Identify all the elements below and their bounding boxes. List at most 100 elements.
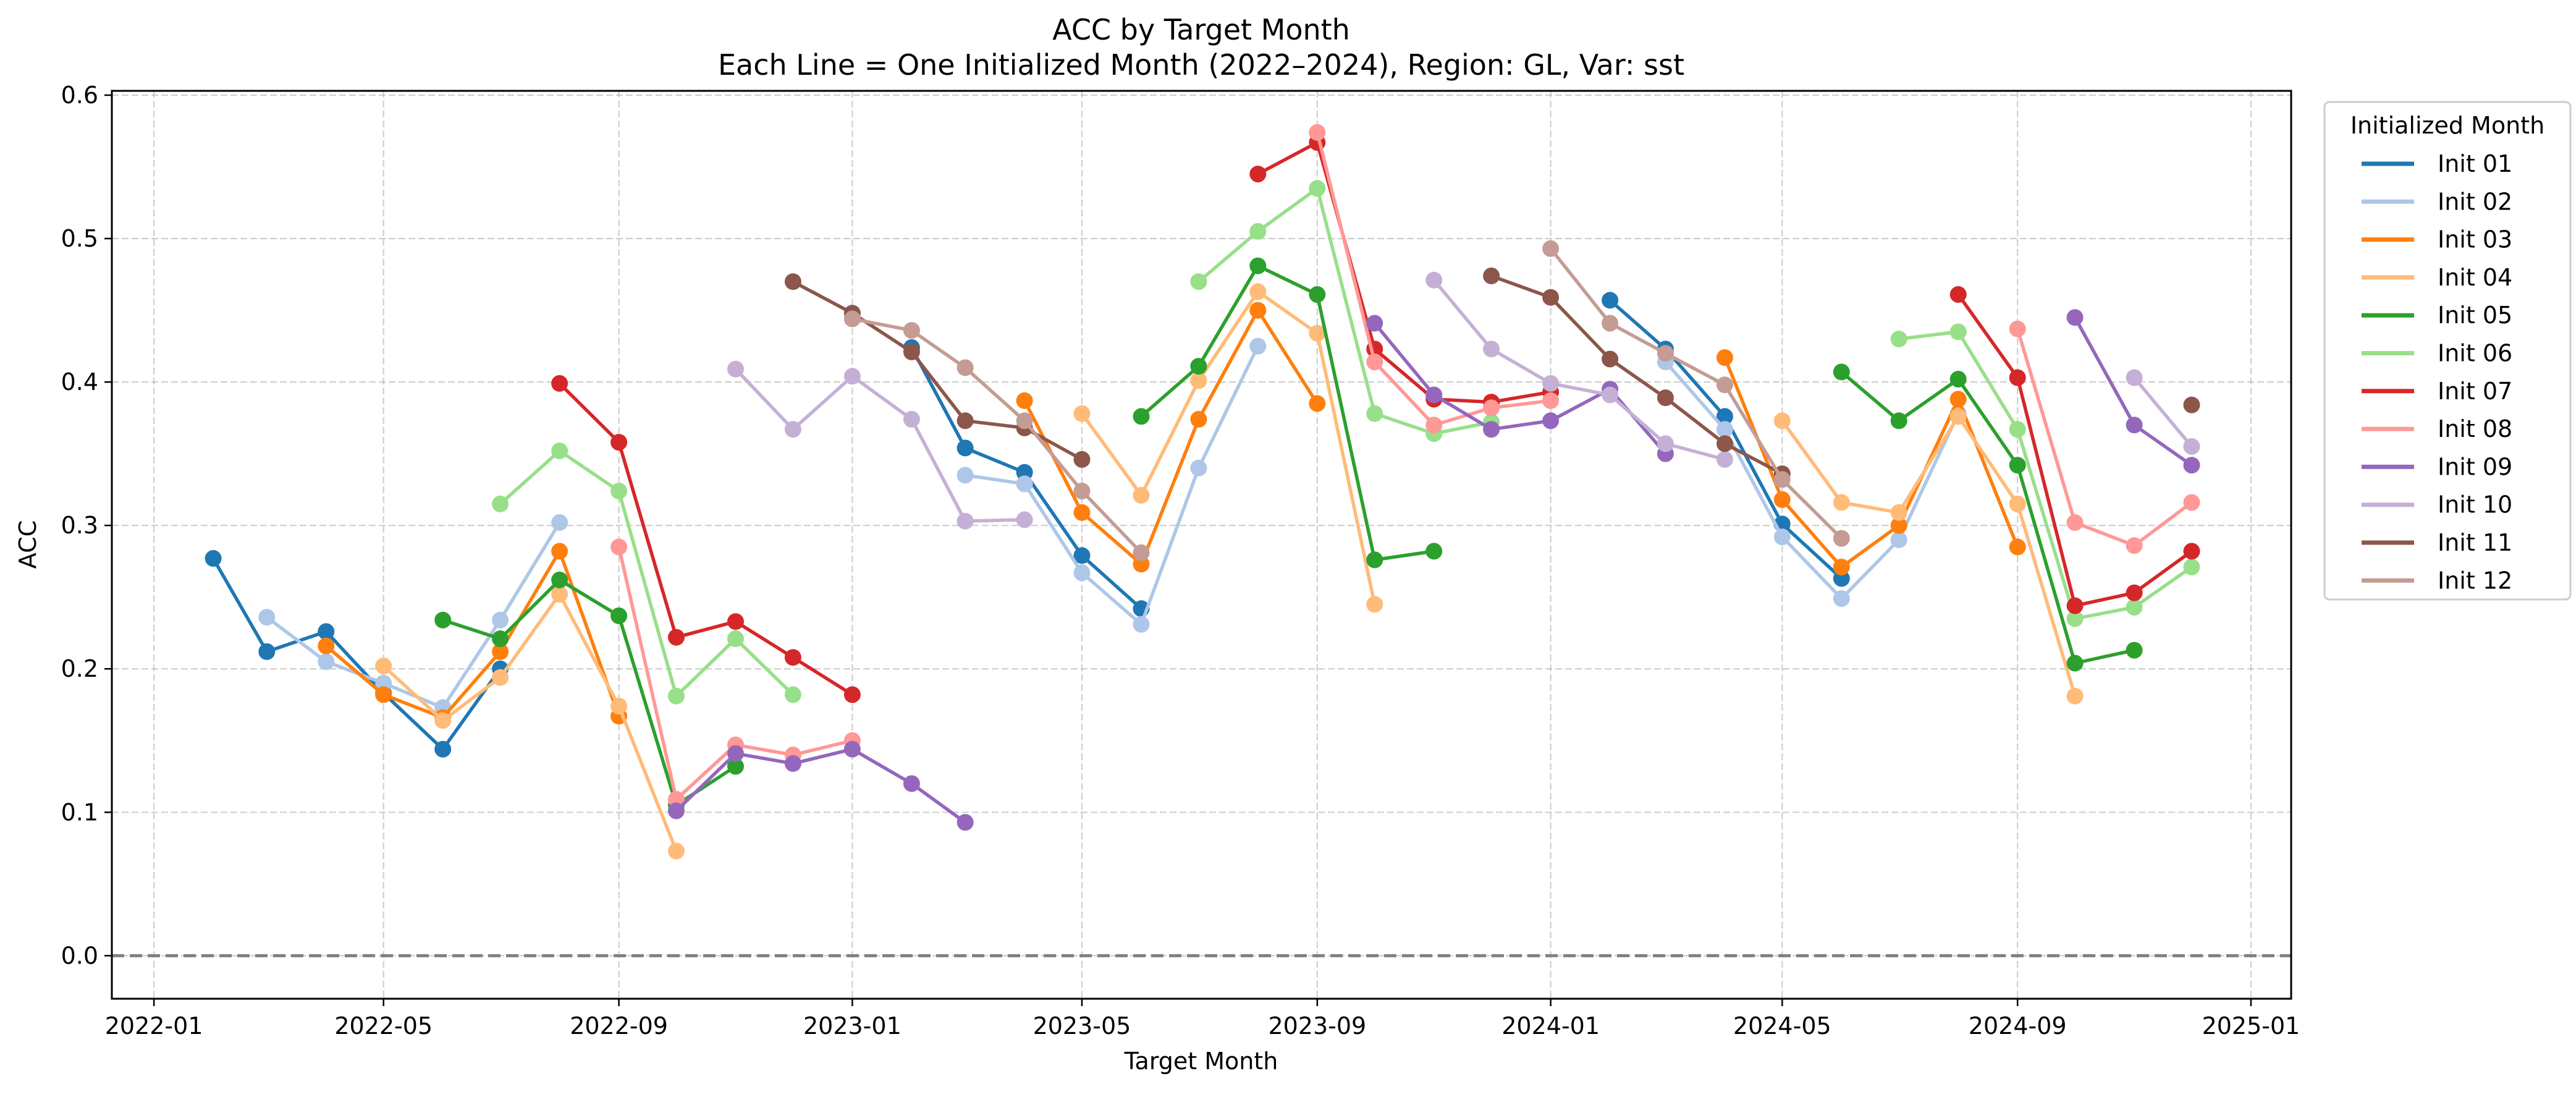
series-init-11	[784, 267, 2200, 483]
data-point	[1890, 531, 1907, 548]
data-point	[1602, 386, 1619, 404]
x-tick-label: 2023-01	[803, 1012, 902, 1040]
series-line	[1723, 355, 2019, 569]
legend-label: Init 01	[2438, 150, 2512, 177]
data-point	[784, 649, 801, 666]
data-point	[1949, 371, 1967, 388]
data-point	[2066, 687, 2084, 705]
series-line	[1897, 330, 2194, 621]
data-point	[2126, 584, 2143, 601]
data-point	[903, 775, 920, 792]
chart-title: ACC by Target Month	[1052, 13, 1350, 46]
data-point	[2126, 599, 2143, 616]
plot-frame	[111, 90, 2292, 1000]
grid-layer	[112, 91, 2291, 999]
data-point	[1833, 570, 1850, 587]
data-point	[2066, 610, 2084, 627]
data-point	[2183, 438, 2200, 455]
legend-label: Init 06	[2438, 340, 2512, 367]
y-tick-label: 0.4	[61, 368, 98, 396]
series-line	[674, 747, 967, 824]
data-point	[1833, 530, 1850, 547]
data-point	[668, 629, 685, 646]
data-point	[1366, 596, 1383, 613]
data-point	[2183, 396, 2200, 413]
y-tick-label: 0.2	[61, 655, 98, 682]
series-line	[1956, 292, 2194, 608]
data-point	[551, 543, 568, 560]
series-init-07	[551, 134, 2200, 703]
data-point	[1542, 392, 1560, 409]
data-point	[956, 439, 974, 457]
series-line	[733, 367, 1026, 523]
data-point	[1483, 341, 1500, 358]
series-line	[1432, 278, 1727, 462]
data-point	[2183, 494, 2200, 511]
data-point	[1425, 543, 1443, 560]
series-line	[1197, 187, 1493, 436]
legend-label: Init 08	[2438, 415, 2512, 443]
y-tick-label: 0.0	[61, 942, 98, 969]
data-point	[258, 609, 276, 626]
data-point	[1773, 412, 1791, 430]
data-point	[610, 483, 628, 499]
data-point	[1133, 616, 1150, 633]
data-point	[2009, 320, 2026, 337]
data-point	[1542, 289, 1560, 306]
data-point	[2126, 642, 2143, 659]
x-tick-label: 2024-05	[1733, 1012, 1831, 1040]
data-point	[668, 802, 685, 820]
data-point	[843, 310, 861, 328]
data-point	[956, 512, 974, 530]
data-point	[1190, 410, 1207, 428]
data-point	[1309, 180, 1326, 197]
data-point	[1833, 363, 1850, 381]
series-init-12	[843, 240, 1850, 561]
data-point	[1366, 551, 1383, 569]
data-point	[1542, 375, 1560, 392]
x-tick-label: 2024-01	[1501, 1012, 1600, 1040]
series-init-08	[610, 124, 2200, 808]
data-point	[2126, 537, 2143, 554]
data-point	[1073, 564, 1091, 582]
data-point	[1133, 544, 1150, 561]
series-init-04	[375, 283, 2084, 860]
data-point	[258, 643, 276, 660]
chart-subtitle: Each Line = One Initialized Month (2022–…	[718, 48, 1684, 82]
x-axis-label: Target Month	[1124, 1048, 1278, 1075]
data-point	[1425, 386, 1443, 404]
data-point	[375, 674, 392, 692]
data-point	[2183, 543, 2200, 560]
data-point	[2009, 538, 2026, 556]
data-point	[1133, 556, 1150, 573]
y-tick-label: 0.6	[61, 82, 98, 109]
series-line	[1780, 415, 2077, 698]
y-tick-label: 0.1	[61, 798, 98, 826]
y-tick-label: 0.5	[61, 225, 98, 252]
data-point	[1542, 412, 1560, 430]
data-point	[843, 686, 861, 703]
data-point	[1602, 292, 1619, 309]
data-point	[1833, 494, 1850, 511]
data-point	[205, 550, 222, 567]
data-point	[903, 343, 920, 360]
data-point	[1949, 408, 1967, 425]
legend-items: Init 01 Init 02 Init 03 Init 04 Init 05 Init …	[2362, 150, 2512, 594]
data-point	[727, 745, 744, 762]
data-point	[1949, 391, 1967, 408]
legend-label: Init 04	[2438, 264, 2512, 291]
data-point	[1602, 350, 1619, 368]
series-line	[211, 556, 502, 751]
series-line	[963, 344, 1260, 627]
series-layer	[205, 124, 2200, 860]
data-point	[1716, 408, 1733, 425]
data-point	[1949, 323, 1967, 341]
data-point	[492, 495, 509, 512]
data-point	[1190, 372, 1207, 389]
series-line	[557, 381, 855, 697]
data-point	[1542, 240, 1560, 257]
data-point	[1016, 412, 1033, 430]
series-line	[1839, 370, 2136, 665]
data-point	[492, 669, 509, 686]
